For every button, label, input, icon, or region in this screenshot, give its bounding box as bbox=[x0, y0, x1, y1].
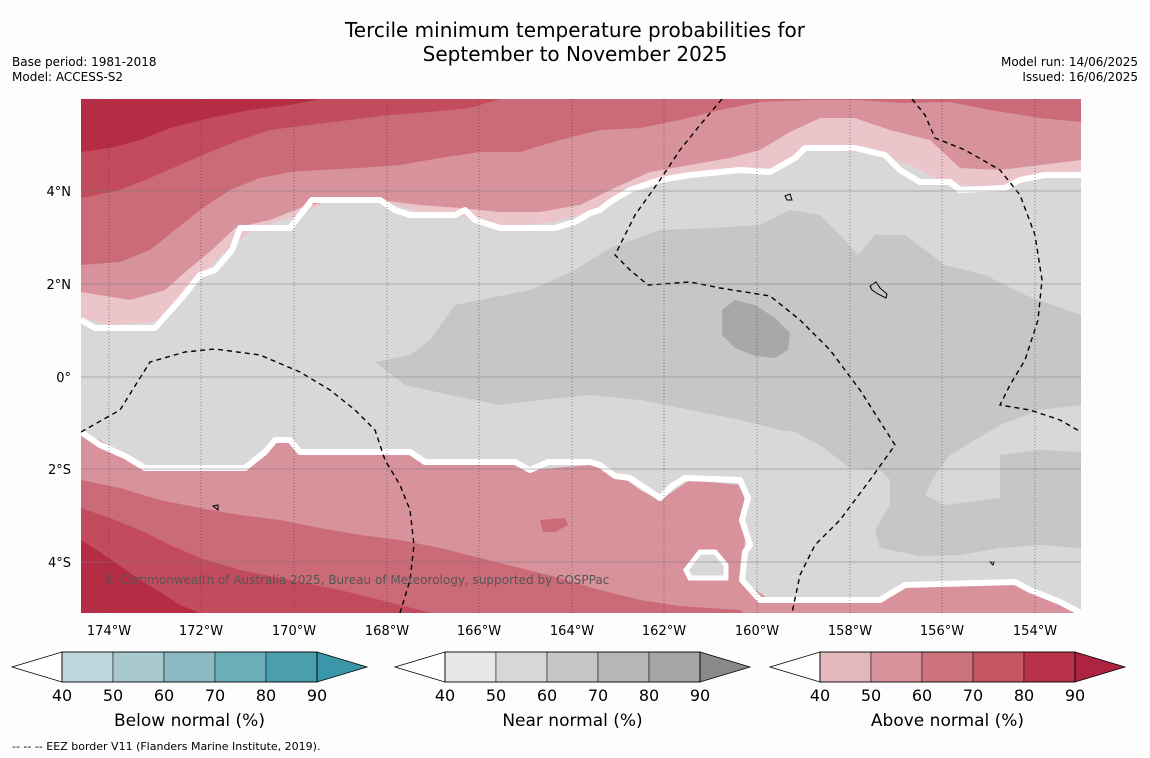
colorbar-swatch bbox=[61, 651, 114, 683]
above-normal-south-80-band bbox=[81, 540, 200, 613]
colorbar-over-arrow bbox=[1074, 651, 1127, 683]
meta-left: Base period: 1981-2018 Model: ACCESS-S2 bbox=[12, 55, 157, 85]
issued-label: Issued: 16/06/2025 bbox=[1022, 70, 1138, 84]
meta-right: Model run: 14/06/2025 Issued: 16/06/2025 bbox=[1001, 55, 1138, 85]
colorbar-swatch bbox=[972, 651, 1025, 683]
colorbar-swatch bbox=[495, 651, 548, 683]
lat-tick: 0° bbox=[56, 371, 71, 386]
eez-border-east bbox=[614, 99, 896, 613]
colorbar-tick-label: 40 bbox=[810, 686, 830, 705]
colorbar-tick-label: 70 bbox=[205, 686, 225, 705]
map-title-line2: September to November 2025 bbox=[422, 42, 728, 66]
lat-tick: 2°N bbox=[47, 278, 72, 293]
colorbar-swatch bbox=[546, 651, 599, 683]
above-normal-north-60-band bbox=[81, 99, 1081, 265]
longitude-ticks: 174°W 172°W 170°W 168°W 166°W 164°W 162°… bbox=[87, 624, 1057, 639]
near-normal-colorbar: 40 50 60 70 80 90 Near normal (%) bbox=[393, 651, 752, 731]
colorbar-tick-label: 90 bbox=[1065, 686, 1085, 705]
near-normal-60-region bbox=[722, 300, 790, 358]
map-title-line1: Tercile minimum temperature probabilitie… bbox=[344, 18, 806, 42]
colorbar-tick-label: 70 bbox=[588, 686, 608, 705]
lon-tick: 174°W bbox=[87, 624, 131, 639]
model-run-label: Model run: 14/06/2025 bbox=[1000, 55, 1138, 69]
colorbar-swatch bbox=[163, 651, 216, 683]
near-normal-50-region bbox=[375, 210, 1081, 556]
island-small-1 bbox=[784, 193, 793, 201]
lon-tick: 168°W bbox=[365, 624, 409, 639]
lon-tick: 170°W bbox=[272, 624, 316, 639]
north-40-contour bbox=[81, 145, 1081, 331]
colorbar-under-arrow bbox=[10, 651, 63, 683]
colorbar-tick-label: 60 bbox=[154, 686, 174, 705]
colorbar-swatch bbox=[648, 651, 701, 683]
colorbar-tick-label: 40 bbox=[52, 686, 72, 705]
above-normal-small-blob bbox=[540, 518, 568, 532]
lon-tick: 154°W bbox=[1013, 624, 1057, 639]
colorbar-tick-label: 80 bbox=[256, 686, 276, 705]
lon-tick: 158°W bbox=[828, 624, 872, 639]
south-40-contour bbox=[81, 429, 1081, 613]
colorbar-title: Near normal (%) bbox=[502, 711, 642, 731]
lat-tick: 2°S bbox=[48, 463, 71, 478]
colorbar-tick-label: 50 bbox=[486, 686, 506, 705]
eez-footnote: -- -- -- EEZ border V11 (Flanders Marine… bbox=[12, 740, 321, 753]
colorbar-swatch bbox=[1023, 651, 1076, 683]
colorbar-tick-label: 50 bbox=[861, 686, 881, 705]
colorbar-tick-label: 90 bbox=[307, 686, 327, 705]
base-period-label: Base period: 1981-2018 bbox=[12, 55, 157, 69]
colorbar-swatch bbox=[870, 651, 923, 683]
colorbar-swatch bbox=[214, 651, 267, 683]
colorbar-tick-label: 60 bbox=[537, 686, 557, 705]
map-figure: © Commonwealth of Australia 2025, Bureau… bbox=[10, 99, 1127, 731]
lon-tick: 160°W bbox=[735, 624, 779, 639]
colorbar-under-arrow bbox=[768, 651, 821, 683]
colorbar-swatch bbox=[597, 651, 650, 683]
colorbar-tick-label: 80 bbox=[1014, 686, 1034, 705]
island-small-2 bbox=[211, 504, 219, 512]
island-kiribati bbox=[869, 281, 888, 299]
colorbar-tick-label: 80 bbox=[639, 686, 659, 705]
colorbar-title: Above normal (%) bbox=[871, 711, 1024, 731]
eez-border-far-east bbox=[911, 99, 1081, 433]
map-plot-area: © Commonwealth of Australia 2025, Bureau… bbox=[81, 99, 1081, 613]
colorbar-over-arrow bbox=[316, 651, 369, 683]
lat-tick: 4°S bbox=[48, 556, 71, 571]
map-title: Tercile minimum temperature probabilitie… bbox=[0, 18, 1150, 66]
colorbar-swatch bbox=[112, 651, 165, 683]
colorbar-frame bbox=[819, 651, 1076, 683]
colorbar-tick-label: 70 bbox=[963, 686, 983, 705]
colorbars: 40 50 60 70 80 90 Below normal (%) 40 50 60 70 80 90… bbox=[10, 651, 1127, 731]
above-normal-north-80-band bbox=[81, 99, 320, 152]
lat-tick: 4°N bbox=[47, 185, 72, 200]
lon-tick: 162°W bbox=[642, 624, 686, 639]
eez-border-west bbox=[81, 348, 415, 613]
lon-tick: 172°W bbox=[179, 624, 223, 639]
colorbar-tick-label: 50 bbox=[103, 686, 123, 705]
colorbar-swatch bbox=[444, 651, 497, 683]
colorbar-swatch bbox=[921, 651, 974, 683]
colorbar-tick-label: 60 bbox=[912, 686, 932, 705]
lon-tick: 166°W bbox=[457, 624, 501, 639]
colorbar-frame bbox=[444, 651, 701, 683]
copyright-text: © Commonwealth of Australia 2025, Bureau… bbox=[104, 573, 609, 587]
colorbar-title: Below normal (%) bbox=[114, 711, 265, 731]
colorbar-tick-label: 90 bbox=[690, 686, 710, 705]
near-normal-hole bbox=[683, 549, 729, 581]
colorbar-frame bbox=[61, 651, 318, 683]
colorbar-swatch bbox=[265, 651, 318, 683]
colorbar-under-arrow bbox=[393, 651, 446, 683]
below-normal-colorbar: 40 50 60 70 80 90 Below normal (%) bbox=[10, 651, 369, 731]
above-normal-colorbar: 40 50 60 70 80 90 Above normal (%) bbox=[768, 651, 1127, 731]
above-normal-south-70-band bbox=[81, 508, 430, 613]
lon-tick: 156°W bbox=[920, 624, 964, 639]
graticule bbox=[81, 99, 1081, 613]
model-label: Model: ACCESS-S2 bbox=[12, 70, 124, 84]
above-normal-southeast-band bbox=[742, 590, 1081, 613]
latitude-ticks: 4°N 2°N 0° 2°S 4°S bbox=[47, 185, 72, 571]
lon-tick: 164°W bbox=[550, 624, 594, 639]
colorbar-swatch bbox=[819, 651, 872, 683]
colorbar-over-arrow bbox=[699, 651, 752, 683]
colorbar-tick-label: 40 bbox=[435, 686, 455, 705]
